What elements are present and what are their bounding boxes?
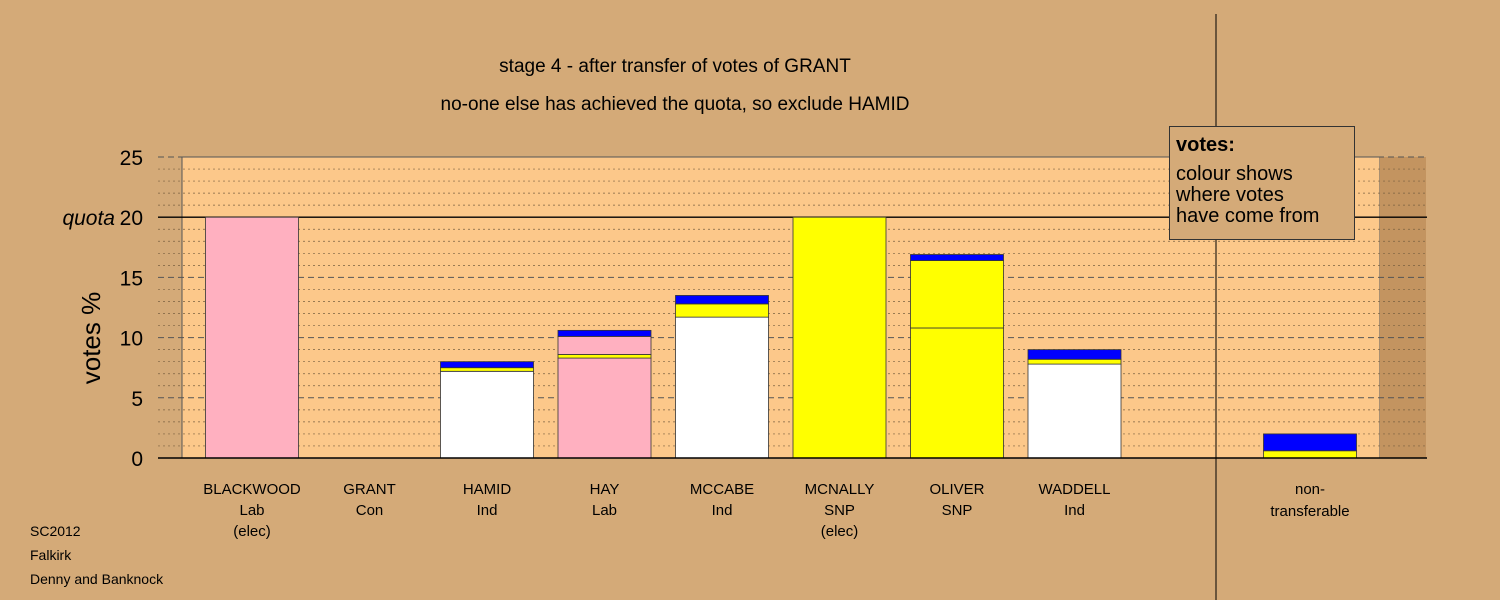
candidate-party: Ind	[712, 502, 733, 519]
candidate-name: WADDELL	[1039, 481, 1111, 498]
quota-label: quota	[62, 207, 115, 230]
legend-body: colour shows where votes have come from	[1176, 163, 1320, 227]
chart-title: stage 4 - after transfer of votes of GRA…	[499, 56, 851, 77]
bar-blackwood-segment	[205, 216, 299, 459]
candidate-party: Ind	[1064, 502, 1085, 519]
candidate-party: SNP	[824, 502, 855, 519]
y-tick-label: 20	[120, 207, 143, 230]
candidate-name: MCNALLY	[805, 481, 875, 498]
axes	[158, 14, 1427, 600]
candidate-party: Lab	[239, 502, 264, 519]
candidate-name: HAMID	[463, 481, 512, 498]
bar-hamid-segment	[440, 370, 534, 459]
x-tick-labels: BLACKWOOD Lab (elec) GRANT Con HAMID Ind HAY Lab…	[203, 481, 1349, 540]
bar-mcnally-segment	[792, 216, 887, 459]
y-tick-label: 10	[120, 328, 143, 351]
y-tick-labels: 0 5 10 15 20 25	[120, 147, 143, 471]
candidate-party: SNP	[942, 502, 973, 519]
y-tick-label: 15	[120, 267, 143, 290]
candidate-note: (elec)	[233, 523, 271, 540]
bar-hay-segment	[557, 335, 652, 355]
bar-waddell-segment	[1027, 363, 1122, 459]
candidate-party: Con	[356, 502, 384, 519]
bar-hay-segment	[557, 357, 652, 459]
footer-council: Falkirk	[30, 547, 72, 563]
candidate-party: Ind	[477, 502, 498, 519]
y-axis-label: votes %	[76, 292, 106, 385]
candidate-note: (elec)	[821, 523, 859, 540]
bar-oliver-segment	[910, 260, 1004, 329]
candidate-name: BLACKWOOD	[203, 481, 301, 498]
nontransferable-label-1: non-	[1295, 481, 1325, 498]
bar-oliver-segment	[910, 254, 1004, 261]
nontransferable-label-2: transferable	[1270, 503, 1349, 520]
bar-hay-segment	[557, 354, 652, 359]
y-tick-label: 0	[131, 448, 143, 471]
gridlines	[158, 156, 1427, 458]
candidate-name: HAY	[590, 481, 620, 498]
bar-hay-segment	[557, 329, 652, 337]
footer-election: SC2012	[30, 523, 81, 539]
legend-title: votes:	[1176, 134, 1235, 156]
bar-mccabe-segment	[675, 316, 769, 459]
candidate-party: Lab	[592, 502, 617, 519]
bar-mccabe-segment	[675, 295, 769, 305]
candidate-name: GRANT	[343, 481, 396, 498]
footer-ward: Denny and Banknock	[30, 571, 164, 587]
candidate-name: MCCABE	[690, 481, 754, 498]
bar-waddell-segment	[1027, 349, 1122, 360]
legend: votes: colour shows where votes have com…	[1169, 126, 1355, 240]
bar-hamid-segment	[440, 361, 534, 369]
bar-nontransferable-segment	[1263, 433, 1357, 452]
bar-hamid-segment	[440, 367, 534, 372]
bar-mccabe-segment	[675, 303, 769, 318]
bar-oliver-segment	[910, 327, 1004, 459]
chart-subtitle: no-one else has achieved the quota, so e…	[441, 94, 910, 115]
y-tick-label: 25	[120, 147, 143, 170]
plot-margin-shade	[1380, 157, 1426, 458]
candidate-name: OLIVER	[929, 481, 984, 498]
y-tick-label: 5	[131, 388, 143, 411]
bar-waddell-segment	[1027, 358, 1122, 365]
bar-nontransferable-segment	[1263, 450, 1357, 459]
